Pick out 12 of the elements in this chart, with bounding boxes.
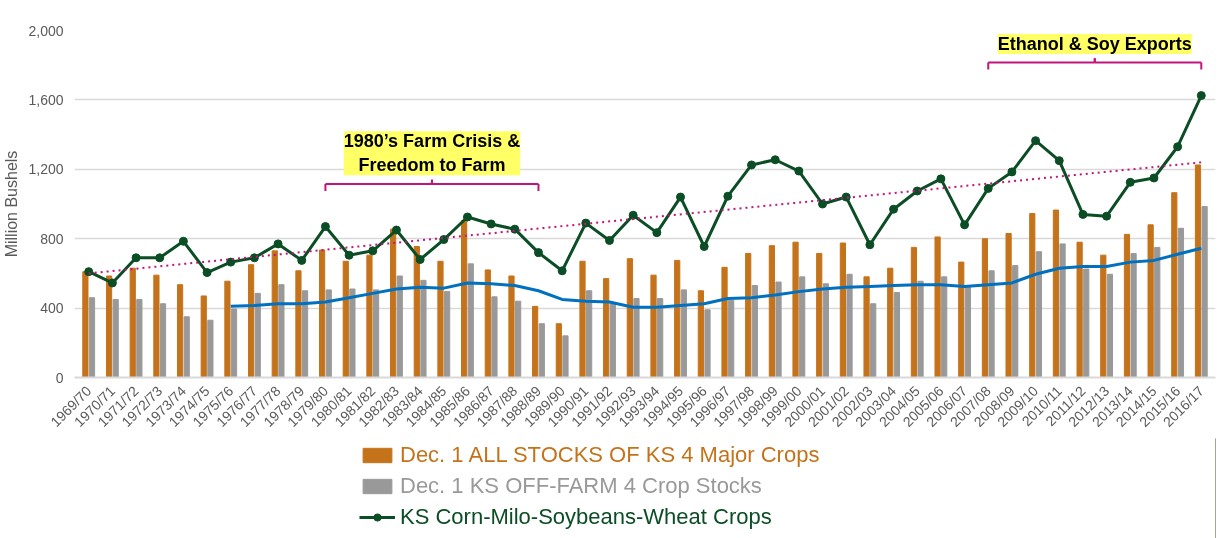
y-tick-label: 0 [55, 369, 64, 386]
y-tick-label: 400 [40, 300, 64, 317]
legend-label: Dec. 1 KS OFF-FARM 4 Crop Stocks [400, 473, 762, 499]
y-tick-label: 1,200 [28, 161, 64, 178]
annotation: 1980’s Farm Crisis & Freedom to Farm [343, 131, 521, 176]
annotation: Ethanol & Soy Exports [997, 33, 1192, 54]
y-tick-label: 1,600 [28, 91, 64, 108]
legend-label: KS Corn-Milo-Soybeans-Wheat Crops [400, 504, 772, 530]
y-tick-label: 800 [40, 230, 64, 247]
y-axis-title: Million Bushels [3, 150, 21, 258]
legend-label: Dec. 1 ALL STOCKS OF KS 4 Major Crops [400, 442, 820, 468]
y-tick-label: 2,000 [28, 22, 64, 39]
